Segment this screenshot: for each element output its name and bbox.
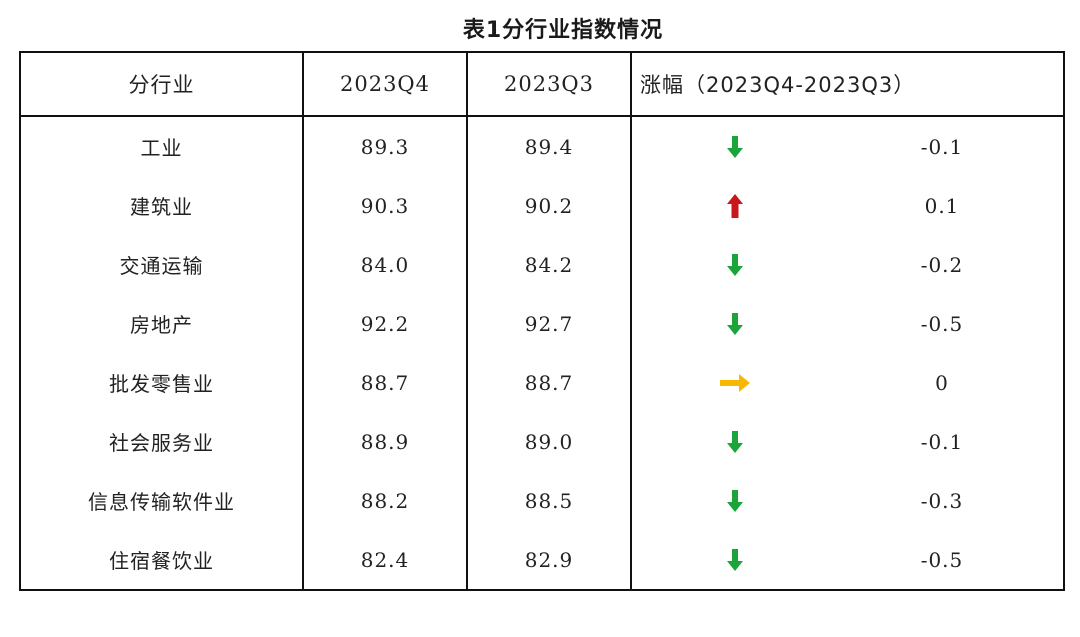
value-2023q3: 84.2 [466, 235, 632, 294]
sector-name: 住宿餐饮业 [19, 530, 304, 591]
value-2023q4: 90.3 [302, 176, 468, 235]
down-arrow-icon [718, 133, 752, 161]
header-sector: 分行业 [19, 51, 304, 117]
change-value: -0.5 [920, 547, 964, 572]
header-2023q3: 2023Q3 [466, 51, 632, 117]
down-arrow-icon [718, 251, 752, 279]
up-arrow-icon [718, 192, 752, 220]
change-cell: -0.1 [630, 116, 1065, 176]
table-row: 交通运输 84.0 84.2 -0.2 [19, 235, 1065, 294]
table-row: 信息传输软件业 88.2 88.5 -0.3 [19, 471, 1065, 530]
value-2023q4: 88.7 [302, 353, 468, 412]
change-value: -0.1 [920, 134, 964, 159]
change-value: 0.1 [924, 193, 960, 218]
value-2023q3: 89.4 [466, 116, 632, 176]
sector-name: 社会服务业 [19, 412, 304, 471]
change-value: -0.5 [920, 311, 964, 336]
change-cell: -0.2 [630, 235, 1065, 294]
change-cell: -0.3 [630, 471, 1065, 530]
value-2023q4: 88.9 [302, 412, 468, 471]
value-2023q3: 82.9 [466, 530, 632, 591]
change-value: -0.3 [920, 488, 964, 513]
table-body: 工业 89.3 89.4 -0.1 建筑业 90.3 90.2 0.1 交通运输 84.0 84.2… [19, 116, 1065, 591]
sector-name: 交通运输 [19, 235, 304, 294]
value-2023q4: 84.0 [302, 235, 468, 294]
change-cell: -0.1 [630, 412, 1065, 471]
down-arrow-icon [718, 546, 752, 574]
header-change: 涨幅（2023Q4-2023Q3） [630, 51, 1065, 117]
sector-name: 工业 [19, 116, 304, 176]
change-value: 0 [935, 370, 949, 395]
value-2023q3: 92.7 [466, 294, 632, 353]
change-cell: 0 [630, 353, 1065, 412]
value-2023q4: 92.2 [302, 294, 468, 353]
table-row: 社会服务业 88.9 89.0 -0.1 [19, 412, 1065, 471]
sector-name: 批发零售业 [19, 353, 304, 412]
change-value: -0.1 [920, 429, 964, 454]
table-caption: 表1分行业指数情况 [462, 18, 664, 43]
table-header-row: 分行业 2023Q4 2023Q3 涨幅（2023Q4-2023Q3） [19, 51, 1065, 117]
change-value: -0.2 [920, 252, 964, 277]
down-arrow-icon [718, 487, 752, 515]
sector-name: 信息传输软件业 [19, 471, 304, 530]
right-arrow-icon [718, 369, 752, 397]
sector-name: 房地产 [19, 294, 304, 353]
sector-name: 建筑业 [19, 176, 304, 235]
down-arrow-icon [718, 310, 752, 338]
header-2023q4: 2023Q4 [302, 51, 468, 117]
value-2023q3: 88.7 [466, 353, 632, 412]
down-arrow-icon [718, 428, 752, 456]
change-cell: -0.5 [630, 294, 1065, 353]
value-2023q3: 88.5 [466, 471, 632, 530]
change-cell: -0.5 [630, 530, 1065, 591]
sector-index-table: 分行业 2023Q4 2023Q3 涨幅（2023Q4-2023Q3） 工业 89… [19, 51, 1065, 591]
value-2023q4: 89.3 [302, 116, 468, 176]
change-cell: 0.1 [630, 176, 1065, 235]
value-2023q3: 89.0 [466, 412, 632, 471]
table-row: 批发零售业 88.7 88.7 0 [19, 353, 1065, 412]
table-row: 房地产 92.2 92.7 -0.5 [19, 294, 1065, 353]
value-2023q4: 88.2 [302, 471, 468, 530]
value-2023q4: 82.4 [302, 530, 468, 591]
table-row: 工业 89.3 89.4 -0.1 [19, 116, 1065, 176]
table-row: 住宿餐饮业 82.4 82.9 -0.5 [19, 530, 1065, 591]
value-2023q3: 90.2 [466, 176, 632, 235]
table-row: 建筑业 90.3 90.2 0.1 [19, 176, 1065, 235]
